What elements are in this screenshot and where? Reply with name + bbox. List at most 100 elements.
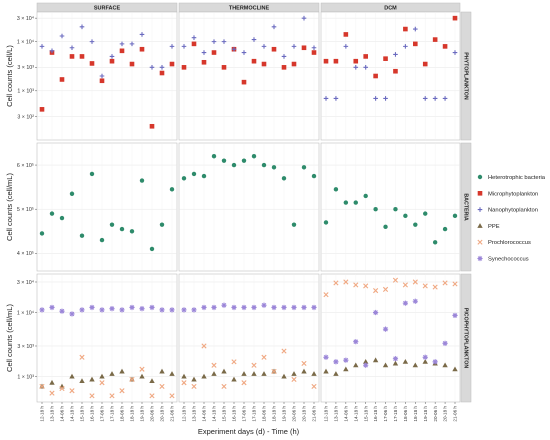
data-point — [333, 280, 339, 286]
data-point — [363, 283, 369, 289]
y-tick-label: 1 × 10⁴ — [17, 39, 35, 45]
data-point — [363, 65, 368, 70]
data-point — [191, 307, 197, 313]
data-point — [139, 366, 145, 372]
data-point — [221, 39, 227, 44]
x-tick-label: 18-06 h — [262, 406, 267, 422]
x-tick-label: 20-06 h — [433, 406, 438, 422]
data-point — [69, 388, 75, 394]
data-point — [99, 237, 105, 243]
data-point — [181, 44, 187, 49]
data-point — [39, 231, 45, 236]
panel-background — [320, 142, 461, 272]
y-tick-label: 1 × 10³ — [17, 89, 34, 95]
data-point — [301, 165, 307, 170]
data-point — [119, 368, 125, 374]
data-point — [169, 61, 175, 67]
x-tick-label: 14-06 h — [343, 406, 348, 422]
data-point — [149, 393, 155, 399]
data-point — [201, 50, 207, 55]
data-point — [129, 229, 135, 234]
data-point — [442, 340, 448, 346]
data-point — [99, 73, 105, 79]
data-point — [373, 73, 378, 79]
data-point — [301, 15, 307, 21]
panel-background — [178, 11, 320, 141]
data-point — [291, 371, 297, 376]
panel-background — [320, 11, 461, 141]
data-point — [442, 362, 448, 368]
x-tick-label: 18-06 h — [120, 406, 125, 422]
data-point — [241, 380, 247, 386]
y-tick-label: 6 × 10⁵ — [17, 163, 34, 169]
data-point — [39, 44, 45, 49]
data-point — [89, 304, 95, 311]
row-strip-label: PICOPHYTOPLANKTON — [463, 308, 469, 369]
data-point — [99, 307, 105, 313]
data-point — [211, 50, 217, 55]
data-point — [119, 388, 125, 394]
data-point — [181, 65, 187, 70]
data-point — [301, 304, 307, 311]
legend-label: Microphytoplankton — [488, 191, 538, 197]
data-point — [422, 358, 428, 364]
data-point — [281, 373, 287, 379]
data-point — [422, 283, 428, 289]
row-strip — [460, 11, 472, 141]
data-point — [271, 24, 277, 30]
data-point — [343, 279, 349, 285]
data-point — [402, 358, 409, 364]
data-point — [79, 54, 85, 59]
data-point — [271, 368, 277, 375]
data-point — [311, 50, 317, 55]
x-tick-label: 13-18 h — [192, 406, 197, 422]
x-tick-label: 14-06 h — [202, 406, 207, 422]
y-tick-label: 3 × 10⁴ — [17, 280, 35, 286]
row-strip — [460, 142, 472, 272]
data-point — [59, 33, 65, 39]
x-tick-label: 14-18 h — [212, 406, 217, 422]
data-point — [139, 373, 145, 379]
data-point — [323, 96, 329, 101]
data-point — [49, 390, 55, 396]
data-point — [201, 343, 207, 349]
data-point — [301, 360, 307, 367]
data-point — [201, 173, 207, 179]
x-tick-label: 15-18 h — [363, 406, 368, 422]
data-point — [211, 39, 217, 44]
data-point — [251, 304, 257, 311]
data-point — [261, 44, 267, 49]
data-point — [261, 302, 267, 308]
data-point — [59, 385, 65, 392]
data-point — [333, 58, 339, 64]
data-point — [89, 39, 95, 44]
data-point — [211, 362, 217, 368]
x-tick-label: 12-18 h — [324, 406, 329, 422]
data-point — [159, 307, 165, 313]
data-point — [382, 326, 389, 332]
data-point — [129, 61, 135, 67]
y-tick-label: 5 × 10⁵ — [17, 207, 34, 213]
x-tick-label: 14-18 h — [353, 406, 358, 422]
data-point — [159, 65, 165, 70]
data-point — [442, 280, 448, 286]
x-tick-label: 15-18 h — [222, 406, 227, 422]
legend-label: Prochlorococcus — [488, 240, 531, 246]
data-point — [271, 165, 277, 170]
data-point — [139, 178, 145, 183]
data-point — [403, 213, 408, 219]
row-strip-label: BACTERIA — [463, 193, 469, 221]
x-tick-label: 15-18 h — [80, 406, 85, 422]
data-point — [129, 376, 135, 383]
x-tick-label: 20-18 h — [302, 406, 307, 422]
data-point — [129, 41, 135, 47]
panel-background — [36, 142, 178, 272]
data-point — [251, 154, 257, 159]
row-strip-label: PHYTOPLANKTON — [463, 52, 469, 100]
data-point — [323, 354, 329, 360]
data-point — [79, 233, 85, 238]
data-point — [221, 302, 227, 308]
data-point — [89, 393, 95, 399]
data-point — [382, 286, 389, 292]
